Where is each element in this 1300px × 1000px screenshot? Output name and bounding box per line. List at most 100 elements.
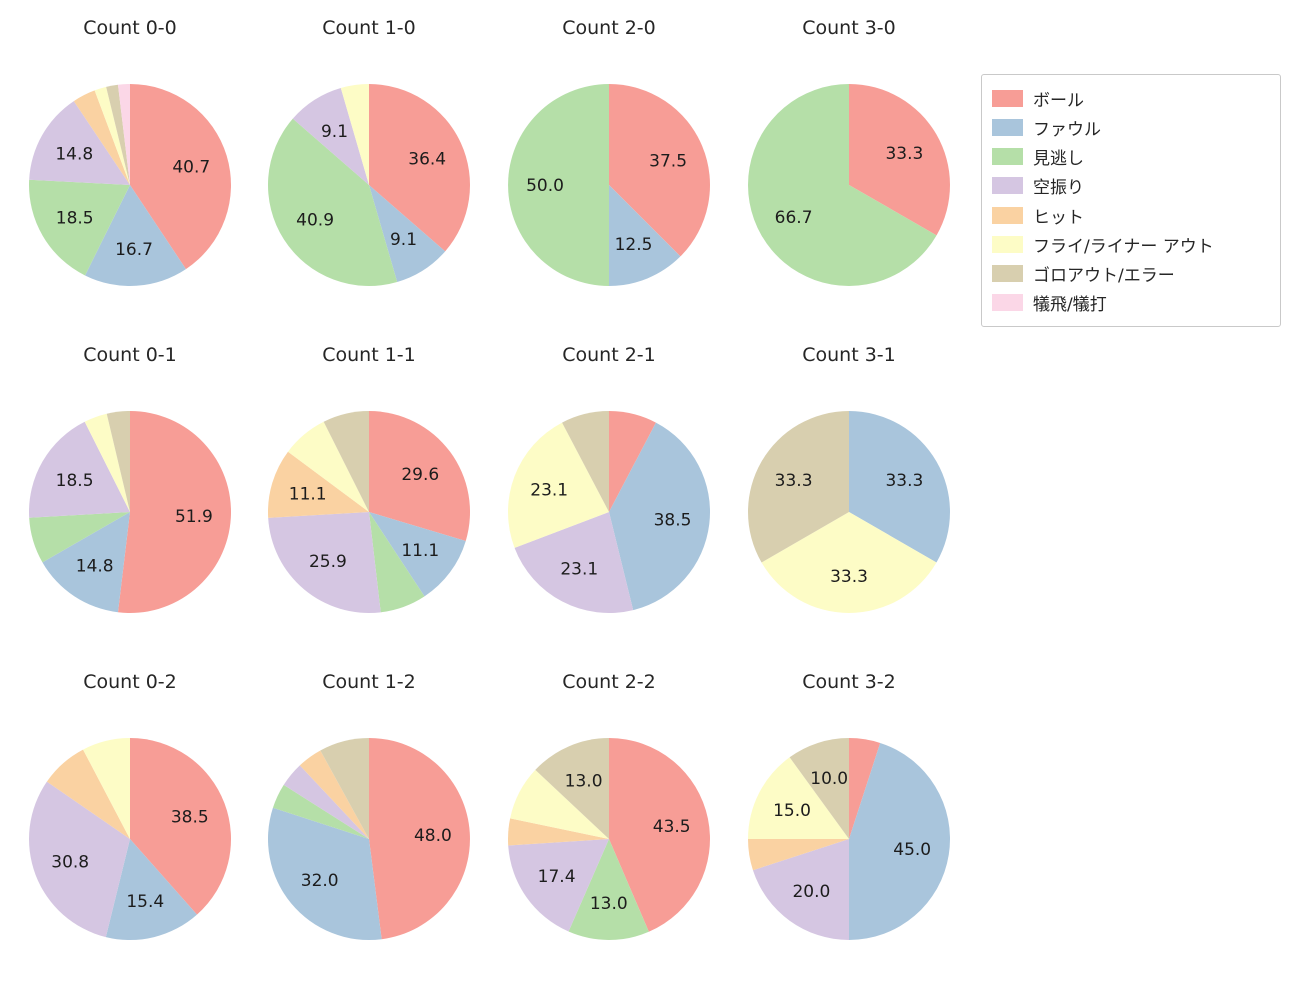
pie-slice-ball [369, 738, 470, 940]
pie-slice-foul [369, 185, 446, 282]
pie-slice-called-strike [267, 118, 398, 287]
pie-slice-ball [849, 84, 950, 236]
chart-title-count-2-1: Count 2-1 [562, 344, 656, 366]
pie-percent-label: 14.8 [76, 556, 114, 576]
pie-slice-ball [130, 738, 232, 915]
pie-percent-label: 50.0 [526, 176, 564, 196]
pie-percent-label: 9.1 [390, 230, 417, 250]
legend-label: ファウル [1033, 120, 1101, 141]
pie-slice-groundout-error [789, 738, 849, 839]
pie-percent-label: 33.3 [830, 567, 868, 587]
legend-item-ball: ボール [992, 84, 1270, 113]
pie-chart-count-2-2: 43.5 13.0 17.4 13.0 [508, 738, 710, 940]
pie-slice-swinging-strike [28, 421, 130, 518]
pie-percent-label: 11.1 [289, 485, 327, 505]
pie-slice-ball [849, 738, 881, 839]
hit-swatch-icon [992, 206, 1023, 224]
pie-slice-groundout-error [562, 411, 609, 512]
pie-slice-called-strike [508, 84, 609, 286]
chart-title-count-2-0: Count 2-0 [562, 17, 656, 39]
pie-slice-foul [609, 185, 681, 286]
pie-slice-foul [267, 807, 382, 940]
pie-percent-label: 36.4 [408, 149, 446, 169]
pie-percent-label: 66.7 [775, 208, 813, 228]
chart-title-count-1-1: Count 1-1 [322, 344, 416, 366]
pie-slice-groundout-error [535, 738, 609, 839]
pie-slice-swinging-strike [752, 839, 849, 940]
pie-slice-called-strike [29, 512, 130, 563]
pie-slice-foul [849, 411, 951, 563]
ball-swatch-icon [992, 90, 1023, 107]
pie-slice-hit [46, 749, 130, 839]
pie-slice-fly-liner-out [507, 422, 609, 548]
pie-slice-swinging-strike [29, 781, 130, 938]
pie-slice-fly-liner-out [748, 757, 849, 839]
pie-slice-hit [508, 818, 609, 846]
chart-title-count-3-2: Count 3-2 [802, 671, 896, 693]
pie-percent-label: 15.4 [126, 892, 164, 912]
pie-slice-groundout-error [320, 738, 369, 839]
pie-slice-fly-liner-out [340, 84, 369, 185]
pie-percent-label: 18.5 [56, 208, 94, 228]
pie-slice-fly-liner-out [510, 769, 609, 839]
pie-percent-label: 20.0 [792, 882, 830, 902]
pie-slice-swinging-strike [268, 512, 381, 614]
groundout-error-swatch-icon [992, 264, 1023, 282]
legend-label: 空振り [1033, 178, 1084, 199]
pie-percent-label: 10.0 [810, 769, 848, 789]
pie-chart-count-2-1: 38.5 23.1 23.1 [507, 411, 711, 614]
pie-percent-label: 14.8 [55, 144, 93, 164]
pie-percent-label: 13.0 [565, 771, 603, 791]
chart-title-count-1-2: Count 1-2 [322, 671, 416, 693]
pie-percent-label: 33.3 [775, 471, 813, 491]
pie-percent-label: 33.3 [885, 471, 923, 491]
pie-slice-foul [42, 512, 130, 613]
pie-percent-label: 43.5 [653, 817, 691, 837]
pie-chart-count-0-1: 51.9 14.8 18.5 [28, 411, 232, 613]
chart-title-count-3-0: Count 3-0 [802, 17, 896, 39]
pie-slice-foul [369, 512, 466, 597]
pie-percent-label: 18.5 [56, 471, 94, 491]
pie-percent-label: 13.0 [590, 894, 628, 914]
pie-slice-called-strike [272, 784, 369, 839]
legend-item-swinging-strike: 空振り [992, 171, 1270, 200]
pie-slice-hit [73, 90, 130, 185]
pie-slice-fly-liner-out [84, 413, 130, 512]
pie-slice-fly-liner-out [94, 86, 130, 185]
legend-label: フライ/ライナー アウト [1033, 236, 1214, 257]
pie-percent-label: 23.1 [530, 480, 568, 500]
pie-slice-ball [117, 411, 232, 613]
pie-slice-fly-liner-out [83, 738, 130, 839]
pie-slice-foul [849, 742, 951, 940]
pie-slice-swinging-strike [292, 88, 369, 185]
pie-chart-count-1-2: 48.0 32.0 [267, 738, 470, 940]
pie-slice-called-strike [747, 84, 937, 286]
chart-title-count-0-1: Count 0-1 [83, 344, 177, 366]
chart-title-count-1-0: Count 1-0 [322, 17, 416, 39]
pie-chart-count-3-0: 33.3 66.7 [747, 84, 950, 286]
pie-percent-label: 9.1 [321, 122, 348, 142]
pie-percent-label: 16.7 [115, 240, 153, 260]
fly-liner-out-swatch-icon [992, 235, 1023, 253]
pie-percent-label: 12.5 [615, 235, 653, 255]
pie-percent-label: 30.8 [51, 853, 89, 873]
pie-percent-label: 11.1 [401, 541, 439, 561]
pie-percent-label: 38.5 [171, 807, 209, 827]
pie-percent-label: 29.6 [401, 465, 439, 485]
pie-slice-groundout-error [106, 411, 130, 512]
pie-chart-count-2-0: 37.5 12.5 50.0 [508, 84, 711, 286]
pie-chart-count-0-2: 38.5 15.4 30.8 [29, 738, 232, 941]
pie-percent-label: 17.4 [538, 867, 576, 887]
legend-item-hit: ヒット [992, 201, 1270, 230]
legend-item-fly-liner-out: フライ/ライナー アウト [992, 230, 1270, 259]
pie-slice-swinging-strike [514, 512, 634, 614]
chart-title-count-3-1: Count 3-1 [802, 344, 896, 366]
pie-percent-label: 25.9 [309, 552, 347, 572]
pie-percent-label: 32.0 [301, 871, 339, 891]
pie-chart-count-1-0: 36.4 9.1 40.9 9.1 [267, 84, 471, 287]
pie-percent-label: 51.9 [175, 507, 213, 527]
pie-chart-count-3-2: 45.0 20.0 15.0 10.0 [748, 738, 951, 940]
pie-slice-called-strike [568, 839, 649, 940]
pie-percent-label: 40.7 [172, 157, 210, 177]
